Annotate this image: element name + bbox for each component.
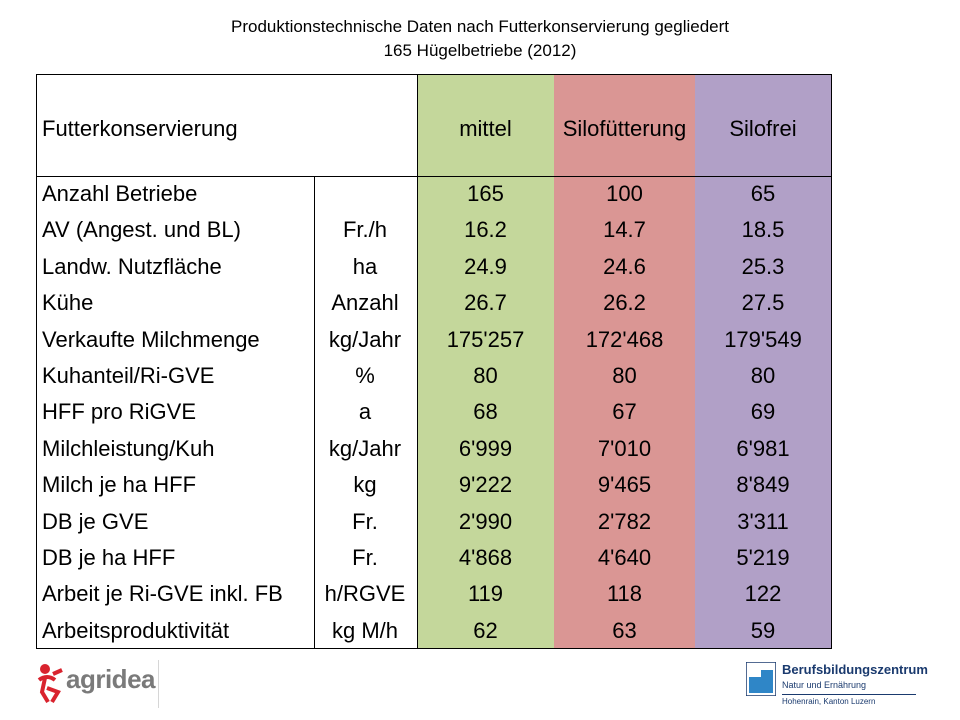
cell-v3: 18.5	[741, 217, 785, 243]
header-label: Futterkonservierung	[42, 116, 238, 141]
cell-v3: 3'311	[737, 508, 789, 534]
cell-v1: 26.7	[464, 290, 507, 316]
cell-v2: 67	[612, 399, 637, 425]
cell-v2: 2'782	[597, 508, 652, 534]
cell-unit: ha	[352, 253, 378, 279]
cell-v3: 25.3	[741, 253, 785, 279]
cell-v1: 62	[473, 617, 498, 643]
cell-v3: 69	[750, 399, 776, 425]
cell-label: Kuhanteil/Ri-GVE	[42, 363, 215, 388]
column-bg-mittel	[417, 75, 554, 648]
cell-v2: 26.2	[603, 290, 646, 316]
cell-unit: Fr.	[352, 508, 378, 534]
cell-v1: 165	[467, 181, 504, 206]
cell-v2: 7'010	[597, 435, 652, 461]
cell-v1: 9'222	[458, 472, 513, 498]
cell-label: Landw. Nutzfläche	[42, 253, 222, 279]
cell-unit: kg	[353, 472, 377, 498]
cell-v2: 118	[606, 581, 643, 607]
agridea-wordmark: agridea	[66, 664, 156, 694]
unit-column-divider	[314, 176, 315, 648]
cell-unit: kg/Jahr	[328, 435, 402, 461]
bbz-logo: Berufsbildungszentrum Natur und Ernährun…	[746, 660, 928, 712]
cell-v3: 65	[750, 181, 776, 206]
header-divider	[37, 176, 831, 177]
cell-label: Arbeit je Ri-GVE inkl. FB	[42, 581, 283, 607]
cell-v2: 63	[612, 617, 637, 643]
agridea-logo: agridea	[36, 660, 166, 706]
page-title: Produktionstechnische Daten nach Futterk…	[230, 17, 729, 36]
cell-unit: kg M/h	[331, 617, 399, 643]
cell-v1: 119	[467, 581, 504, 607]
cell-v3: 6'981	[736, 435, 790, 461]
cell-unit	[315, 176, 415, 212]
cell-label: DB je ha HFF	[42, 545, 176, 570]
cell-unit: a	[358, 399, 372, 425]
cell-unit: Fr./h	[342, 217, 387, 243]
header-mittel: mittel	[459, 116, 512, 141]
cell-label: Arbeitsproduktivität	[42, 617, 230, 643]
cell-unit: %	[355, 363, 375, 388]
page-subtitle: 165 Hügelbetriebe (2012)	[383, 41, 577, 60]
cell-v1: 24.9	[464, 253, 507, 279]
header-silofuetterung: Silofütterung	[562, 116, 687, 141]
cell-label: Kühe	[42, 290, 94, 316]
cell-label: Milch je ha HFF	[42, 472, 197, 498]
header-silofrei: Silofrei	[729, 116, 797, 141]
cell-v3: 27.5	[741, 290, 785, 316]
cell-unit: Anzahl	[331, 290, 399, 316]
cell-v1: 2'990	[458, 508, 513, 534]
cell-v3: 59	[750, 617, 776, 643]
column-bg-silofuetterung	[554, 75, 695, 648]
cell-v2: 9'465	[597, 472, 652, 498]
cell-v1: 175'257	[446, 326, 525, 352]
cell-v2: 172'468	[585, 326, 664, 352]
bbz-name: Berufsbildungszentrum	[782, 662, 928, 677]
bbz-place: Hohenrain, Kanton Luzern	[782, 697, 876, 706]
cell-v1: 4'868	[458, 545, 513, 570]
cell-label: AV (Angest. und BL)	[42, 217, 241, 243]
cell-unit: Fr.	[352, 545, 378, 570]
cell-v3: 80	[750, 363, 776, 388]
data-table: Futterkonservierung mittel Silofütterung…	[36, 74, 832, 649]
cell-label: Verkaufte Milchmenge	[42, 326, 260, 352]
cell-v2: 4'640	[597, 545, 652, 570]
cell-v2: 24.6	[603, 253, 646, 279]
bbz-mark-icon	[746, 662, 776, 696]
column-bg-silofrei	[695, 75, 831, 648]
agridea-figure-icon	[37, 664, 63, 704]
bbz-rule	[782, 694, 916, 695]
cell-v1: 80	[473, 363, 498, 388]
cell-label: Anzahl Betriebe	[42, 181, 198, 206]
cell-v3: 5'219	[736, 545, 790, 570]
cell-v3: 179'549	[724, 326, 802, 352]
cell-unit: h/RGVE	[324, 581, 406, 607]
cell-label: DB je GVE	[42, 508, 149, 534]
cell-v2: 14.7	[603, 217, 646, 243]
cell-v3: 122	[744, 581, 782, 607]
column-divider	[417, 75, 418, 648]
logo-divider	[158, 660, 159, 708]
cell-unit: kg/Jahr	[328, 326, 402, 352]
cell-v1: 6'999	[458, 435, 513, 461]
cell-v3: 8'849	[736, 472, 790, 498]
cell-label: Milchleistung/Kuh	[42, 435, 215, 461]
cell-v2: 100	[606, 181, 643, 206]
bbz-subtitle: Natur und Ernährung	[782, 680, 867, 690]
cell-v2: 80	[612, 363, 637, 388]
cell-v1: 16.2	[464, 217, 507, 243]
cell-label: HFF pro RiGVE	[42, 399, 197, 425]
cell-v1: 68	[473, 399, 498, 425]
